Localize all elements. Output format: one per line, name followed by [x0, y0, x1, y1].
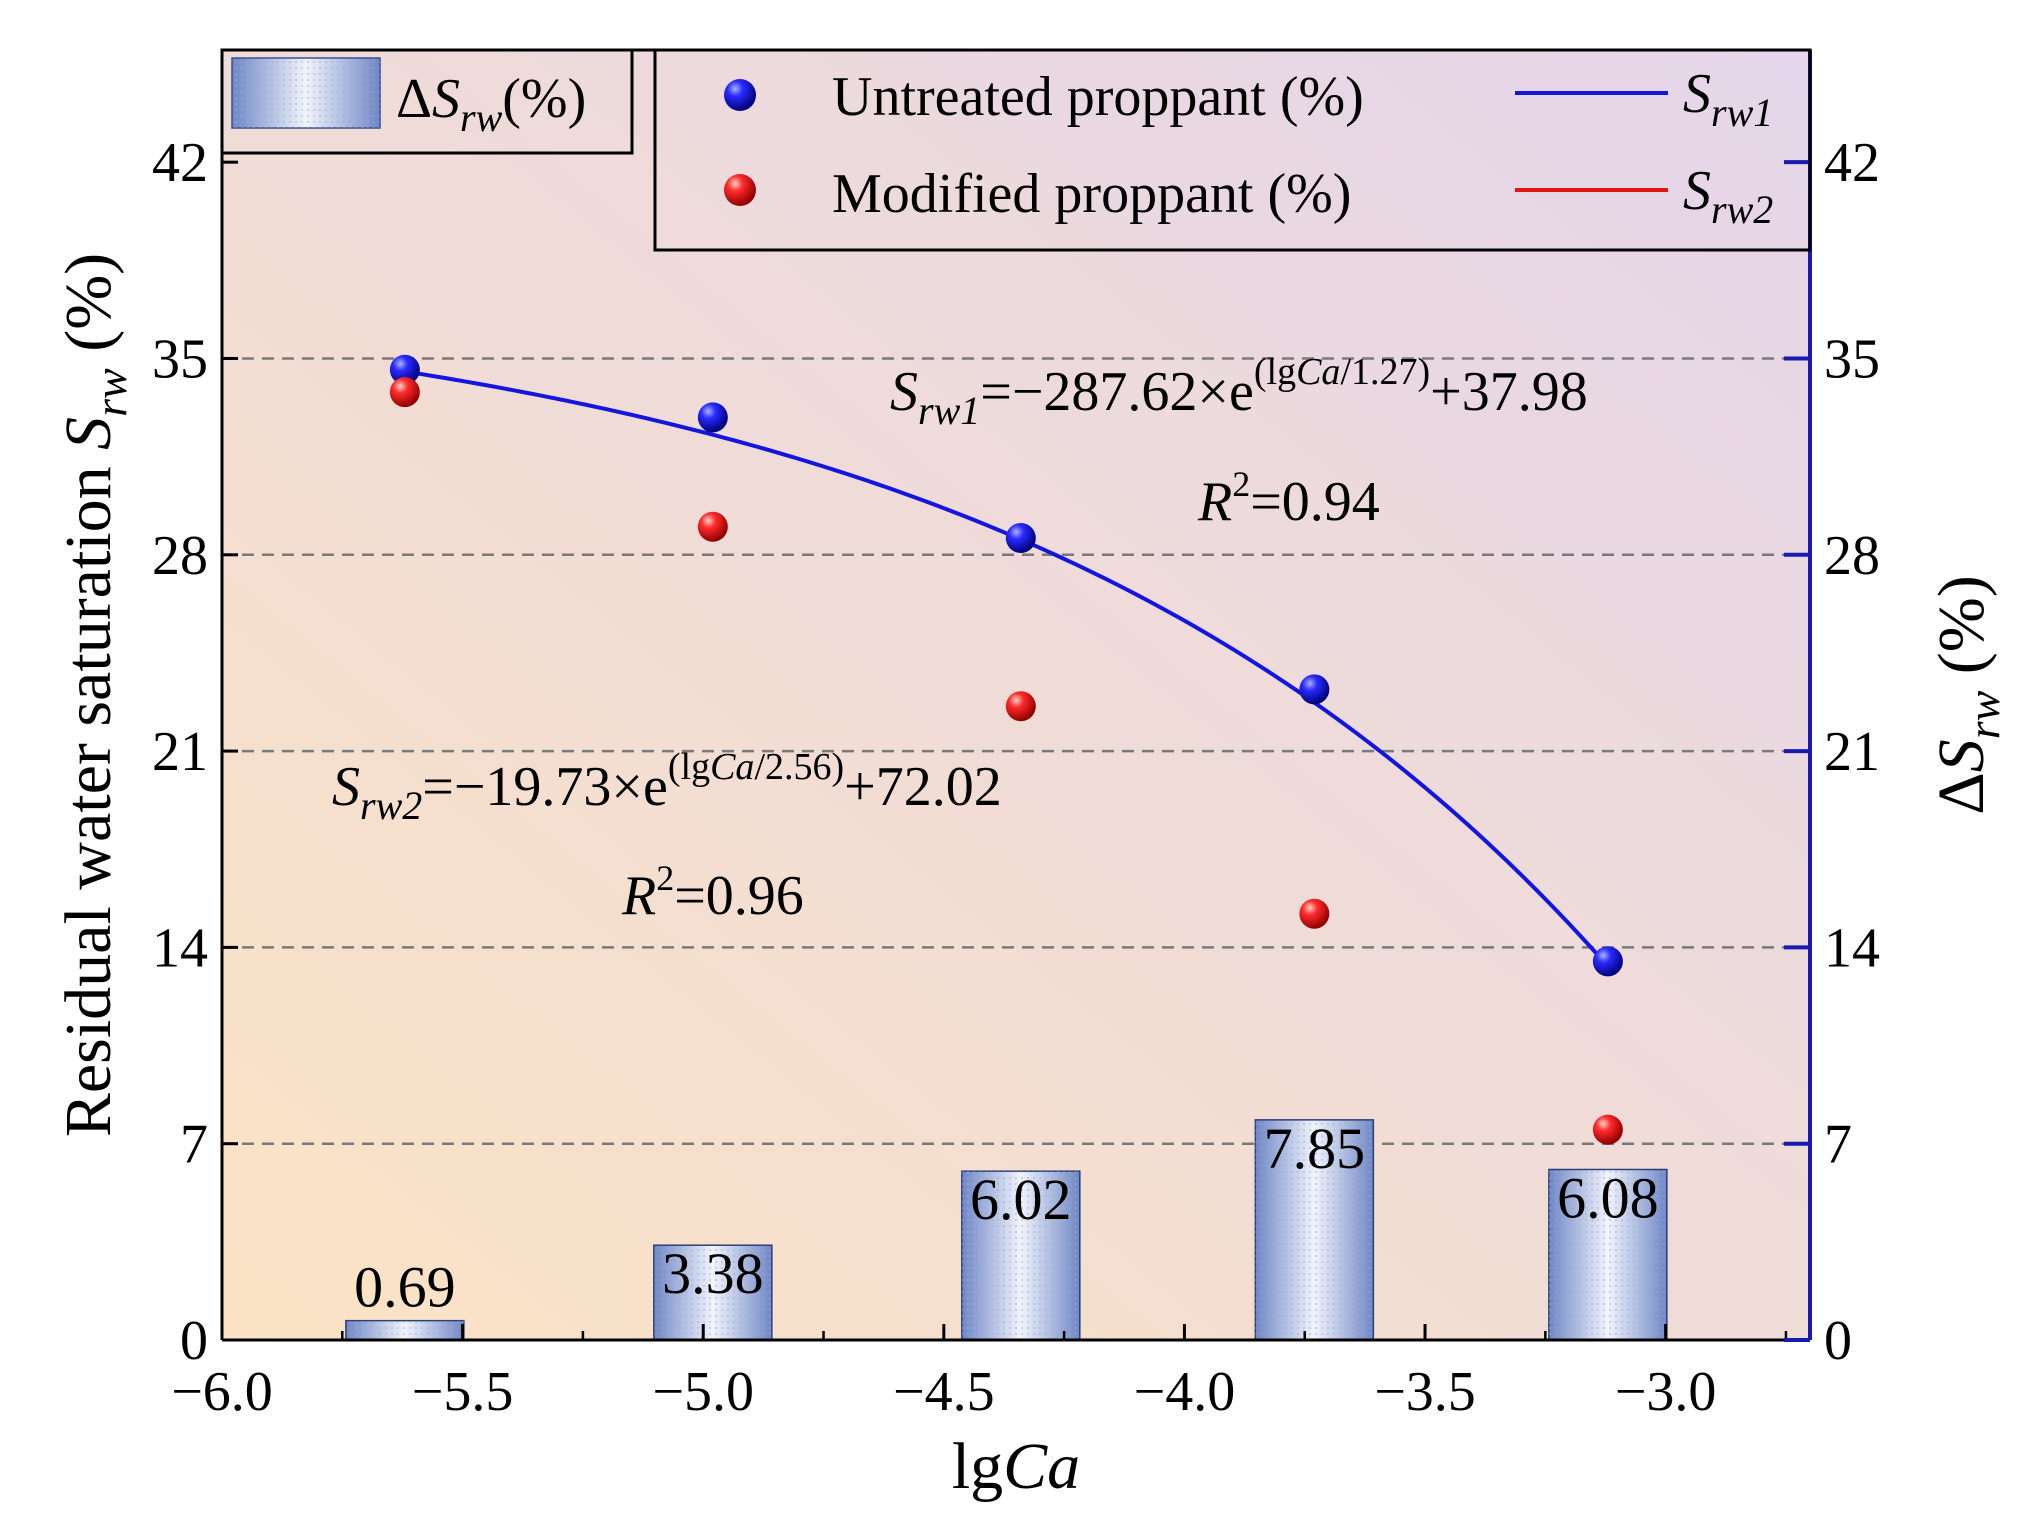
- bar-texture-1: [653, 1245, 772, 1340]
- legend-modified-label: Modified proppant (%): [832, 163, 1351, 225]
- equation-srw2: Srw2=−19.73×e(lgCa/2.56)+72.02: [332, 746, 1002, 828]
- r-squared-2: R2=0.96: [621, 858, 804, 927]
- legend-series: Untreated proppant (%) Modified proppant…: [653, 48, 1812, 252]
- equation-srw1: Srw1=−287.62×e(lgCa/1.27)+37.98: [890, 351, 1588, 433]
- bar-label-0: 0.69: [354, 1255, 456, 1320]
- legend-srw1-label: Srw1: [1683, 63, 1773, 135]
- bar-texture-0: [345, 1320, 464, 1340]
- data-points: [389, 354, 1623, 1145]
- y-tick-label-right-4: 28: [1824, 525, 1880, 587]
- y-tick-label-right-5: 35: [1824, 328, 1880, 390]
- x-tick-label-6: −3.0: [1615, 1361, 1717, 1423]
- legend-untreated-marker: [724, 79, 756, 111]
- y-tick-label-left-1: 7: [180, 1114, 208, 1176]
- x-axis-title: lgCa: [952, 1430, 1080, 1503]
- legend-srw2-label: Srw2: [1683, 160, 1773, 232]
- bar-texture-2: [961, 1171, 1080, 1340]
- bar-label-1: 3.38: [662, 1241, 764, 1306]
- point-untreated-2: [1005, 522, 1036, 553]
- bar-texture-4: [1548, 1169, 1667, 1340]
- y-axis-left-title: Residual water saturation Srw (%): [52, 253, 136, 1137]
- x-tick-label-4: −4.0: [1134, 1361, 1236, 1423]
- point-modified-2: [1005, 691, 1036, 722]
- legend-bar-label: ΔSrw(%): [396, 68, 586, 140]
- point-modified-4: [1592, 1114, 1623, 1145]
- legend-series-frame: [653, 48, 1812, 252]
- x-tick-label-2: −5.0: [652, 1361, 754, 1423]
- x-tick-label-0: −6.0: [171, 1361, 273, 1423]
- y-tick-label-left-3: 21: [152, 721, 208, 783]
- legend-untreated-label: Untreated proppant (%): [832, 66, 1364, 128]
- bar-label-4: 6.08: [1557, 1165, 1659, 1230]
- y-tick-label-left-0: 0: [180, 1310, 208, 1372]
- point-modified-1: [697, 511, 728, 542]
- y-axis-right-title: ΔSrw (%): [1925, 575, 2009, 814]
- fit-curve-s-rw1: [404, 369, 1610, 968]
- point-modified-3: [1299, 898, 1330, 929]
- bar-texture-3: [1255, 1119, 1374, 1340]
- x-tick-label-1: −5.5: [412, 1361, 514, 1423]
- point-untreated-4: [1592, 946, 1623, 977]
- point-untreated-1: [697, 402, 728, 433]
- y-tick-label-right-6: 42: [1824, 132, 1880, 194]
- x-tick-label-5: −3.5: [1374, 1361, 1476, 1423]
- y-ticks-right: 0 7 14 21 28 35 42: [1784, 132, 1880, 1372]
- y-tick-label-right-2: 14: [1824, 917, 1880, 979]
- point-untreated-0: [389, 354, 420, 385]
- x-ticks: −6.0 −5.5 −5.0 −4.5 −4.0 −3.5 −3.0: [171, 1324, 1788, 1423]
- r-squared-1: R2=0.94: [1197, 464, 1380, 533]
- x-tick-label-3: −4.5: [893, 1361, 995, 1423]
- legend-bar-swatch-dots: [232, 58, 380, 128]
- bars-group: 0.69 3.38 6.02 7.85 6.08: [345, 1116, 1668, 1341]
- legend-modified-marker: [724, 174, 756, 206]
- legend-bar-frame: [220, 48, 634, 155]
- y-tick-label-right-0: 0: [1824, 1310, 1852, 1372]
- point-untreated-3: [1299, 674, 1330, 705]
- y-ticks-left: 0 7 14 21 28 35 42: [152, 132, 238, 1372]
- y-tick-label-left-5: 35: [152, 328, 208, 390]
- y-tick-label-left-6: 42: [152, 132, 208, 194]
- y-tick-label-left-2: 14: [152, 917, 208, 979]
- fit-curves: [404, 369, 1610, 968]
- legend-bar: ΔSrw(%): [220, 48, 634, 155]
- y-tick-label-right-1: 7: [1824, 1114, 1852, 1176]
- y-tick-label-right-3: 21: [1824, 721, 1880, 783]
- y-tick-label-left-4: 28: [152, 525, 208, 587]
- gridlines: [222, 357, 1810, 1145]
- bar-label-2: 6.02: [970, 1167, 1072, 1232]
- point-modified-0: [389, 377, 420, 408]
- bar-label-3: 7.85: [1264, 1116, 1366, 1181]
